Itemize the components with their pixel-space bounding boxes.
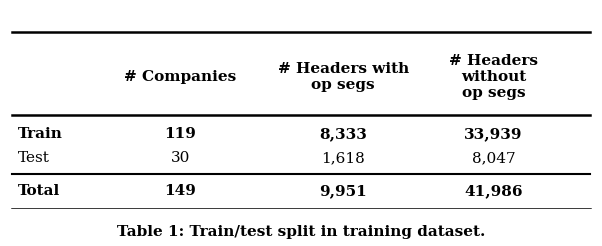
Text: Table 1: Train/test split in training dataset.: Table 1: Train/test split in training da… (117, 225, 485, 239)
Text: 119: 119 (165, 127, 196, 141)
Text: 41,986: 41,986 (464, 184, 523, 198)
Text: 149: 149 (165, 184, 196, 198)
Text: Train: Train (18, 127, 63, 141)
Text: 1,618: 1,618 (321, 151, 365, 165)
Text: 33,939: 33,939 (464, 127, 523, 141)
Text: Total: Total (18, 184, 60, 198)
Text: # Headers with
op segs: # Headers with op segs (278, 62, 409, 92)
Text: Test: Test (18, 151, 50, 165)
Text: # Companies: # Companies (125, 70, 237, 84)
Text: 8,047: 8,047 (472, 151, 515, 165)
Text: 9,951: 9,951 (319, 184, 367, 198)
Text: # Headers
without
op segs: # Headers without op segs (449, 54, 538, 100)
Text: 30: 30 (171, 151, 190, 165)
Text: 8,333: 8,333 (319, 127, 367, 141)
